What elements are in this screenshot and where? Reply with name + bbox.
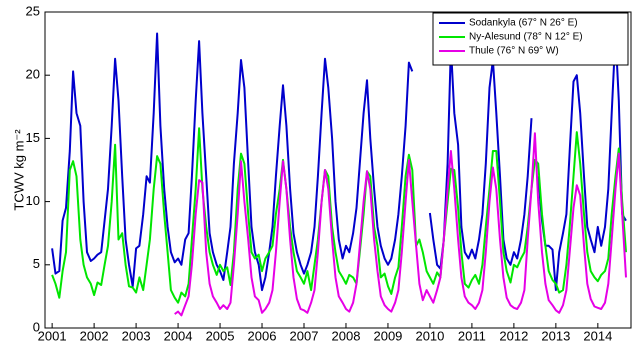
y-tick-label: 25 [26,3,40,18]
x-tick-label: 2010 [415,328,444,343]
x-tick-label: 2003 [122,328,151,343]
x-tick-label: 2013 [541,328,570,343]
y-tick-label: 20 [26,67,40,82]
series-line [174,132,627,317]
legend-label: Thule (76° N 69° W) [469,46,559,57]
y-tick-label: 0 [33,319,40,334]
x-tick-label: 2002 [80,328,109,343]
x-tick-label: 2014 [583,328,612,343]
y-axis-label: TCWV kg m⁻² [11,129,26,211]
y-tick-label: 10 [26,193,40,208]
x-tick-label: 2005 [206,328,235,343]
y-tick-label: 15 [26,130,40,145]
x-tick-label: 2012 [499,328,528,343]
x-tick-label: 2008 [332,328,361,343]
x-tick-label: 2009 [373,328,402,343]
x-tick-label: 2011 [458,328,486,343]
series-line [51,32,414,292]
y-tick-label: 5 [33,256,40,271]
legend-label: Ny-Alesund (78° N 12° E) [469,32,583,43]
x-tick-label: 2007 [290,328,319,343]
legend-box [432,12,629,66]
series-line [537,32,627,292]
legend: Sodankyla (67° N 26° E) Ny-Alesund (78° N… [432,12,629,66]
series-line [428,45,533,270]
x-tick-label: 2001 [38,328,67,343]
legend-label: Sodankyla (67° N 26° E) [469,18,578,29]
x-tick-label: 2004 [164,328,193,343]
x-tick-label: 2006 [248,328,277,343]
